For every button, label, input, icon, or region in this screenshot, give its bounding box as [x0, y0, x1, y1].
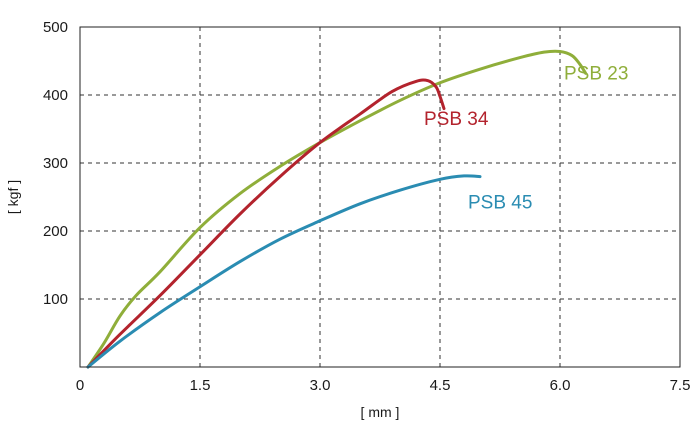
x-tick-label: 4.5 — [430, 377, 451, 394]
x-tick-label: 1.5 — [190, 377, 211, 394]
series-line-psb-34 — [86, 78, 446, 369]
series-label-psb-23: PSB 23 — [564, 63, 628, 84]
y-tick-label: 500 — [43, 19, 68, 36]
y-axis-label: [ kgf ] — [5, 180, 21, 214]
series-label-psb-45: PSB 45 — [468, 193, 532, 214]
x-tick-label: 6.0 — [550, 377, 571, 394]
series-line-psb-23 — [86, 49, 588, 369]
plot-frame — [79, 26, 681, 368]
x-axis-label: [ mm ] — [361, 404, 400, 420]
series-group — [86, 49, 588, 369]
y-tick-label: 100 — [43, 291, 68, 308]
series-label-psb-34: PSB 34 — [424, 109, 489, 130]
x-tick-label: 7.5 — [670, 377, 691, 394]
x-tick-label: 0 — [76, 377, 84, 394]
tick-labels: 0 1.5 3.0 4.5 6.0 7.5 100 200 300 400 500 — [43, 19, 690, 394]
series-line-psb-45 — [86, 174, 482, 369]
y-tick-label: 300 — [43, 155, 68, 172]
x-tick-label: 3.0 — [310, 377, 331, 394]
series-labels: PSB 23 PSB 34 PSB 45 — [424, 63, 628, 213]
y-tick-label: 400 — [43, 87, 68, 104]
y-tick-label: 200 — [43, 223, 68, 240]
